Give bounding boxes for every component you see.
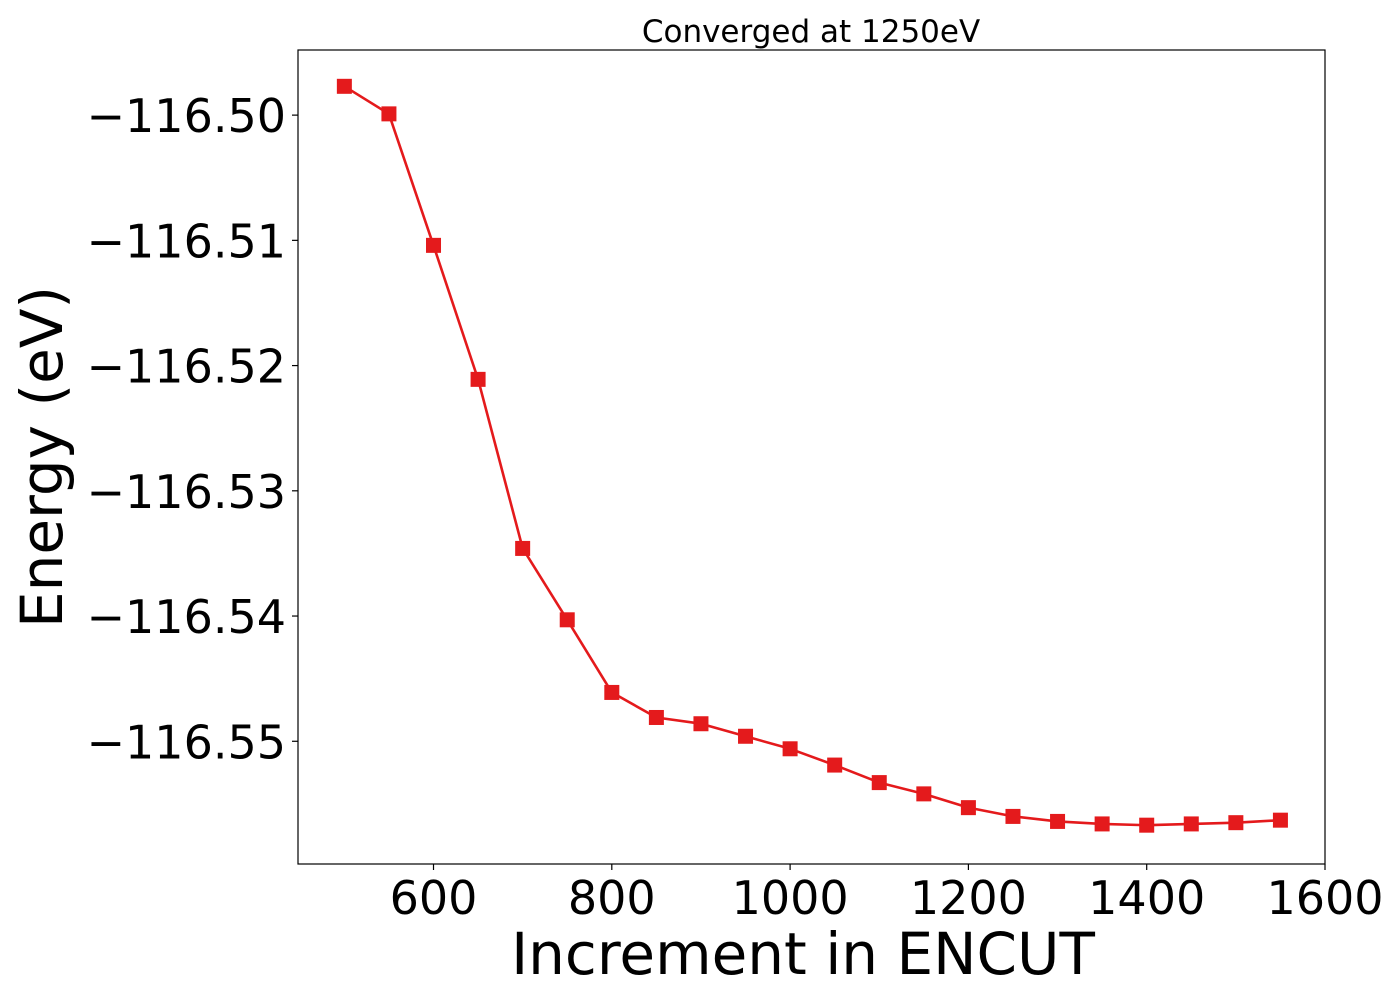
data-point-marker xyxy=(1005,808,1021,824)
data-point-marker xyxy=(827,757,843,773)
series-line xyxy=(343,85,1281,827)
energy-series xyxy=(336,78,1288,833)
data-point-marker xyxy=(1228,815,1244,831)
data-point-marker xyxy=(336,78,352,94)
y-tick-label: −116.55 xyxy=(87,715,287,769)
data-point-marker xyxy=(1094,816,1110,832)
data-point-marker xyxy=(916,786,932,802)
y-tick-label: −116.53 xyxy=(87,465,287,519)
data-point-marker xyxy=(1050,813,1066,829)
x-tick-label: 1000 xyxy=(732,871,849,925)
x-tick-label: 800 xyxy=(568,871,656,925)
data-point-marker xyxy=(1183,816,1199,832)
y-tick-label: −116.52 xyxy=(87,340,287,394)
plot-area xyxy=(297,49,1326,865)
x-tick-label: 1600 xyxy=(1266,871,1383,925)
y-axis-label: Energy (eV) xyxy=(8,286,76,628)
data-point-marker xyxy=(381,106,397,122)
x-tick-label: 600 xyxy=(390,871,478,925)
x-tick-label: 1200 xyxy=(910,871,1027,925)
x-axis-label: Increment in ENCUT xyxy=(511,920,1095,988)
data-point-marker xyxy=(693,716,709,732)
data-point-marker xyxy=(871,775,887,791)
y-axis-ticks: −116.50 −116.51 −116.52 −116.53 −116.54 −116.… xyxy=(87,89,298,769)
data-point-marker xyxy=(426,237,442,253)
chart-title: Converged at 1250eV xyxy=(642,14,980,50)
data-point-marker xyxy=(470,371,486,387)
y-tick-label: −116.54 xyxy=(87,590,287,644)
data-point-marker xyxy=(559,612,575,628)
x-axis-ticks: 600 800 1000 1200 1400 1600 xyxy=(390,864,1384,925)
data-point-marker xyxy=(960,800,976,816)
data-point-marker xyxy=(1272,812,1288,828)
data-point-marker xyxy=(782,741,798,757)
data-point-marker xyxy=(648,709,664,725)
y-tick-label: −116.50 xyxy=(87,89,287,143)
data-point-marker xyxy=(1139,817,1155,833)
y-tick-label: −116.51 xyxy=(87,214,287,268)
data-point-marker xyxy=(515,540,531,556)
data-point-marker xyxy=(738,728,754,744)
data-point-marker xyxy=(604,684,620,700)
x-tick-label: 1400 xyxy=(1088,871,1205,925)
